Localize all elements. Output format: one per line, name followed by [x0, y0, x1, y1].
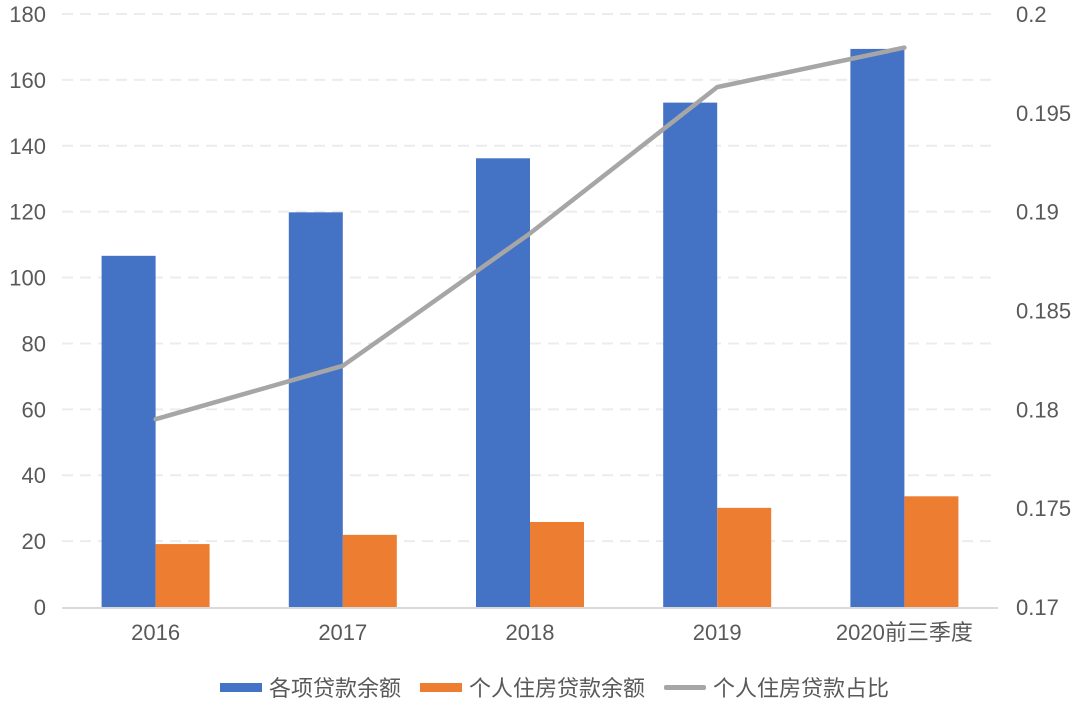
- right-axis-tick-0.2: 0.2: [1016, 2, 1047, 27]
- legend-swatch-total-loan-balance: [220, 682, 262, 692]
- legend-item-housing-loan-ratio: 个人住房贷款占比: [664, 671, 889, 703]
- x-axis-label-2020前三季度: 2020前三季度: [836, 620, 973, 645]
- bar-个人住房贷款余额-2016: [155, 544, 210, 607]
- x-axis-label-2019: 2019: [693, 620, 742, 645]
- legend-swatch-housing-loan-balance: [420, 682, 463, 692]
- left-axis-tick-160: 160: [9, 68, 46, 93]
- x-axis-label-2017: 2017: [318, 620, 367, 645]
- left-axis-tick-40: 40: [22, 463, 46, 488]
- bar-各项贷款余额-2019: [663, 102, 718, 608]
- left-axis-tick-60: 60: [22, 397, 46, 422]
- legend-label-total-loan-balance: 各项贷款余额: [269, 676, 402, 701]
- left-axis-tick-100: 100: [9, 266, 46, 291]
- bar-各项贷款余额-2017: [288, 212, 343, 607]
- bar-个人住房贷款余额-2018: [530, 522, 584, 607]
- x-axis-label-2016: 2016: [131, 620, 180, 645]
- bar-个人住房贷款余额-2019: [717, 507, 772, 607]
- left-axis-tick-20: 20: [22, 529, 46, 554]
- right-axis-tick-0.18: 0.18: [1016, 397, 1059, 422]
- right-axis-tick-0.19: 0.19: [1016, 200, 1059, 225]
- legend-item-housing-loan-balance: 个人住房贷款余额: [420, 671, 645, 703]
- chart-canvas: 0 20 40 60 80 100 120 140 160 180 0.17 0.175 0.18 0.1…: [9, 2, 1071, 645]
- left-axis-tick-180: 180: [9, 2, 46, 27]
- x-axis-label-2018: 2018: [506, 620, 555, 645]
- right-axis-tick-0.195: 0.195: [1016, 101, 1071, 126]
- legend-label-housing-loan-ratio: 个人住房贷款占比: [713, 676, 890, 701]
- left-axis-tick-80: 80: [22, 331, 46, 356]
- right-axis-tick-0.175: 0.175: [1016, 496, 1071, 521]
- bar-各项贷款余额-2016: [101, 255, 156, 607]
- bar-各项贷款余额-2020前三季度: [850, 48, 905, 607]
- right-axis-tick-0.185: 0.185: [1016, 299, 1071, 324]
- legend: 各项贷款余额 个人住房贷款余额 个人住房贷款占比: [220, 671, 889, 703]
- left-axis-tick-140: 140: [9, 134, 46, 159]
- left-axis-tick-0: 0: [34, 595, 46, 620]
- bar-个人住房贷款余额-2020前三季度: [904, 496, 959, 607]
- bar-个人住房贷款余额-2017: [342, 534, 397, 607]
- trend-line-个人住房贷款占比: [153, 45, 907, 422]
- right-axis-tick-0.17: 0.17: [1016, 595, 1059, 620]
- legend-line-marker-housing-loan-ratio: [664, 684, 707, 690]
- legend-item-total-loan-balance: 各项贷款余额: [220, 671, 401, 703]
- bar-各项贷款余额-2018: [476, 158, 530, 607]
- legend-label-housing-loan-balance: 个人住房贷款余额: [469, 676, 646, 701]
- left-axis-tick-120: 120: [9, 200, 46, 225]
